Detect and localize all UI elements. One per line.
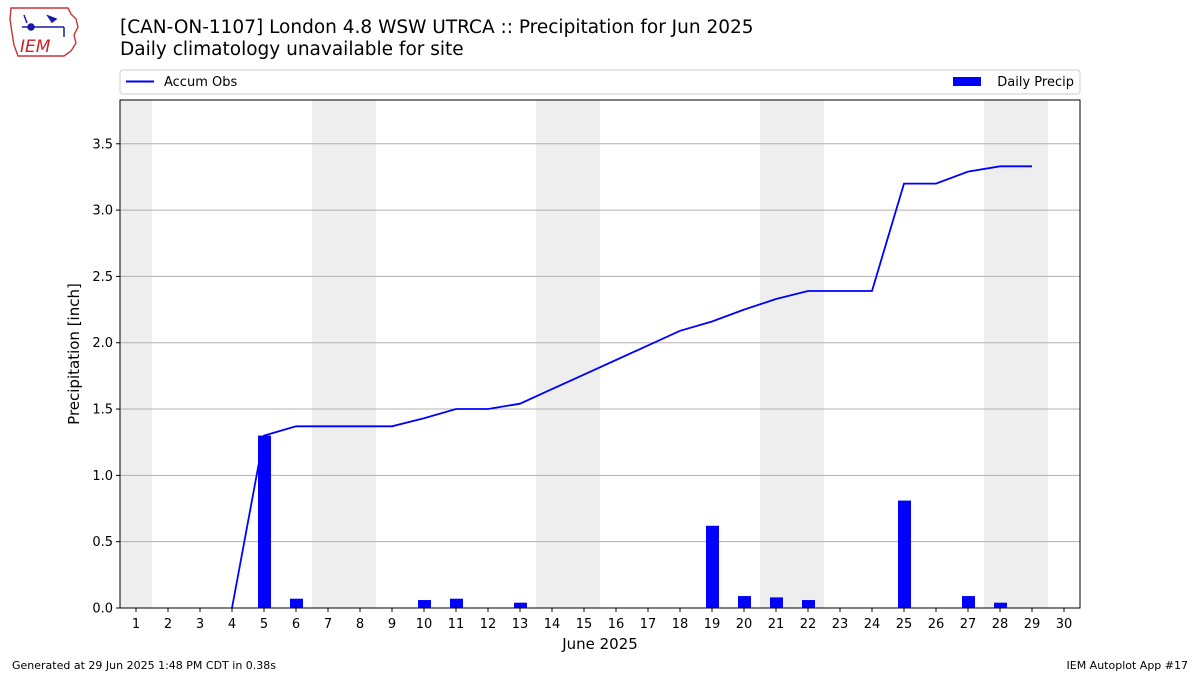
x-tick-label: 23 [832,617,849,632]
daily-precip-bar-day-10 [418,600,431,608]
daily-precip-bar-day-5 [258,435,271,608]
y-tick-label: 0.0 [92,602,113,617]
daily-precip-bar-day-21 [770,597,783,608]
x-tick-label: 22 [800,617,817,632]
daily-precip-bar-day-22 [802,600,815,608]
y-tick-label: 2.5 [92,270,113,285]
legend: Accum Obs Daily Precip [119,69,1081,95]
generated-timestamp: Generated at 29 Jun 2025 1:48 PM CDT in … [12,659,277,672]
x-tick-label: 9 [388,617,396,632]
x-tick-label: 25 [896,617,913,632]
logo-text: IEM [20,37,51,57]
x-tick-label: 17 [640,617,657,632]
accum-obs-layer [231,165,1032,609]
x-tick-label: 20 [736,617,753,632]
legend-daily-precip-swatch [953,77,981,86]
chart-title: [CAN-ON-1107] London 4.8 WSW UTRCA :: Pr… [120,17,754,38]
weekend-band-day-14 [536,100,568,608]
daily-precip-bar-day-11 [450,598,463,608]
daily-precip-bar-day-13 [514,602,527,608]
y-tick-label: 1.5 [92,403,113,418]
x-tick-label: 27 [960,617,977,632]
y-tick-label: 1.0 [92,469,113,484]
weekend-band-day-22 [792,100,824,608]
weekend-band-day-7 [312,100,344,608]
weekend-band-day-29 [1016,100,1048,608]
x-tick-label: 26 [928,617,945,632]
legend-accum-obs-label: Accum Obs [164,75,237,90]
daily-precip-bars [258,435,1007,608]
x-tick-label: 24 [864,617,881,632]
grid-lines [120,143,1080,543]
x-tick-label: 12 [480,617,497,632]
daily-precip-bar-day-27 [962,596,975,608]
app-label: IEM Autoplot App #17 [1066,659,1189,672]
x-tick-label: 4 [228,617,236,632]
y-axis-label: Precipitation [inch] [65,283,83,425]
iowa-outline-icon [9,7,79,57]
y-axis: 0.0 0.5 1.0 1.5 2.0 2.5 3.0 3.5 [92,137,120,617]
x-tick-label: 6 [292,617,300,632]
x-tick-label: 30 [1056,617,1073,632]
chart-subtitle: Daily climatology unavailable for site [120,39,464,60]
iem-logo: IEM [9,7,79,57]
x-axis-label: June 2025 [561,635,638,653]
x-tick-label: 14 [544,617,561,632]
x-tick-label: 19 [704,617,721,632]
x-tick-label: 5 [260,617,268,632]
y-tick-label: 3.5 [92,137,113,152]
daily-precip-bar-day-6 [290,598,303,608]
weekend-band-day-21 [760,100,792,608]
x-tick-label: 13 [512,617,529,632]
accum-obs-line [231,165,1032,609]
daily-precip-bar-day-19 [706,525,719,608]
weekend-bands [120,100,1048,608]
x-tick-label: 29 [1024,617,1041,632]
x-tick-label: 10 [416,617,433,632]
x-tick-label: 18 [672,617,689,632]
legend-daily-precip-label: Daily Precip [997,75,1074,90]
x-axis: 1 2 3 4 5 6 7 8 9 10 11 12 13 14 15 16 17 18 19 20 21 22 23 24 2… [132,608,1072,632]
x-tick-label: 15 [576,617,593,632]
x-tick-label: 8 [356,617,364,632]
x-tick-label: 3 [196,617,204,632]
y-tick-label: 2.0 [92,336,113,351]
y-tick-label: 3.0 [92,204,113,219]
daily-precip-bar-day-28 [994,602,1007,608]
plot-frame [119,99,1081,609]
y-tick-label: 0.5 [92,535,113,550]
x-tick-label: 11 [448,617,465,632]
weather-station-icon [22,14,65,37]
x-tick-label: 7 [324,617,332,632]
weekend-band-day-1 [120,100,152,608]
weekend-band-day-15 [568,100,600,608]
daily-precip-bar-day-25 [898,500,911,608]
x-tick-label: 28 [992,617,1009,632]
legend-box [119,69,1081,95]
weekend-band-day-8 [344,100,376,608]
x-tick-label: 21 [768,617,785,632]
x-tick-label: 1 [132,617,140,632]
x-tick-label: 16 [608,617,625,632]
weekend-band-day-28 [984,100,1016,608]
daily-precip-bar-day-20 [738,596,751,608]
x-tick-label: 2 [164,617,172,632]
